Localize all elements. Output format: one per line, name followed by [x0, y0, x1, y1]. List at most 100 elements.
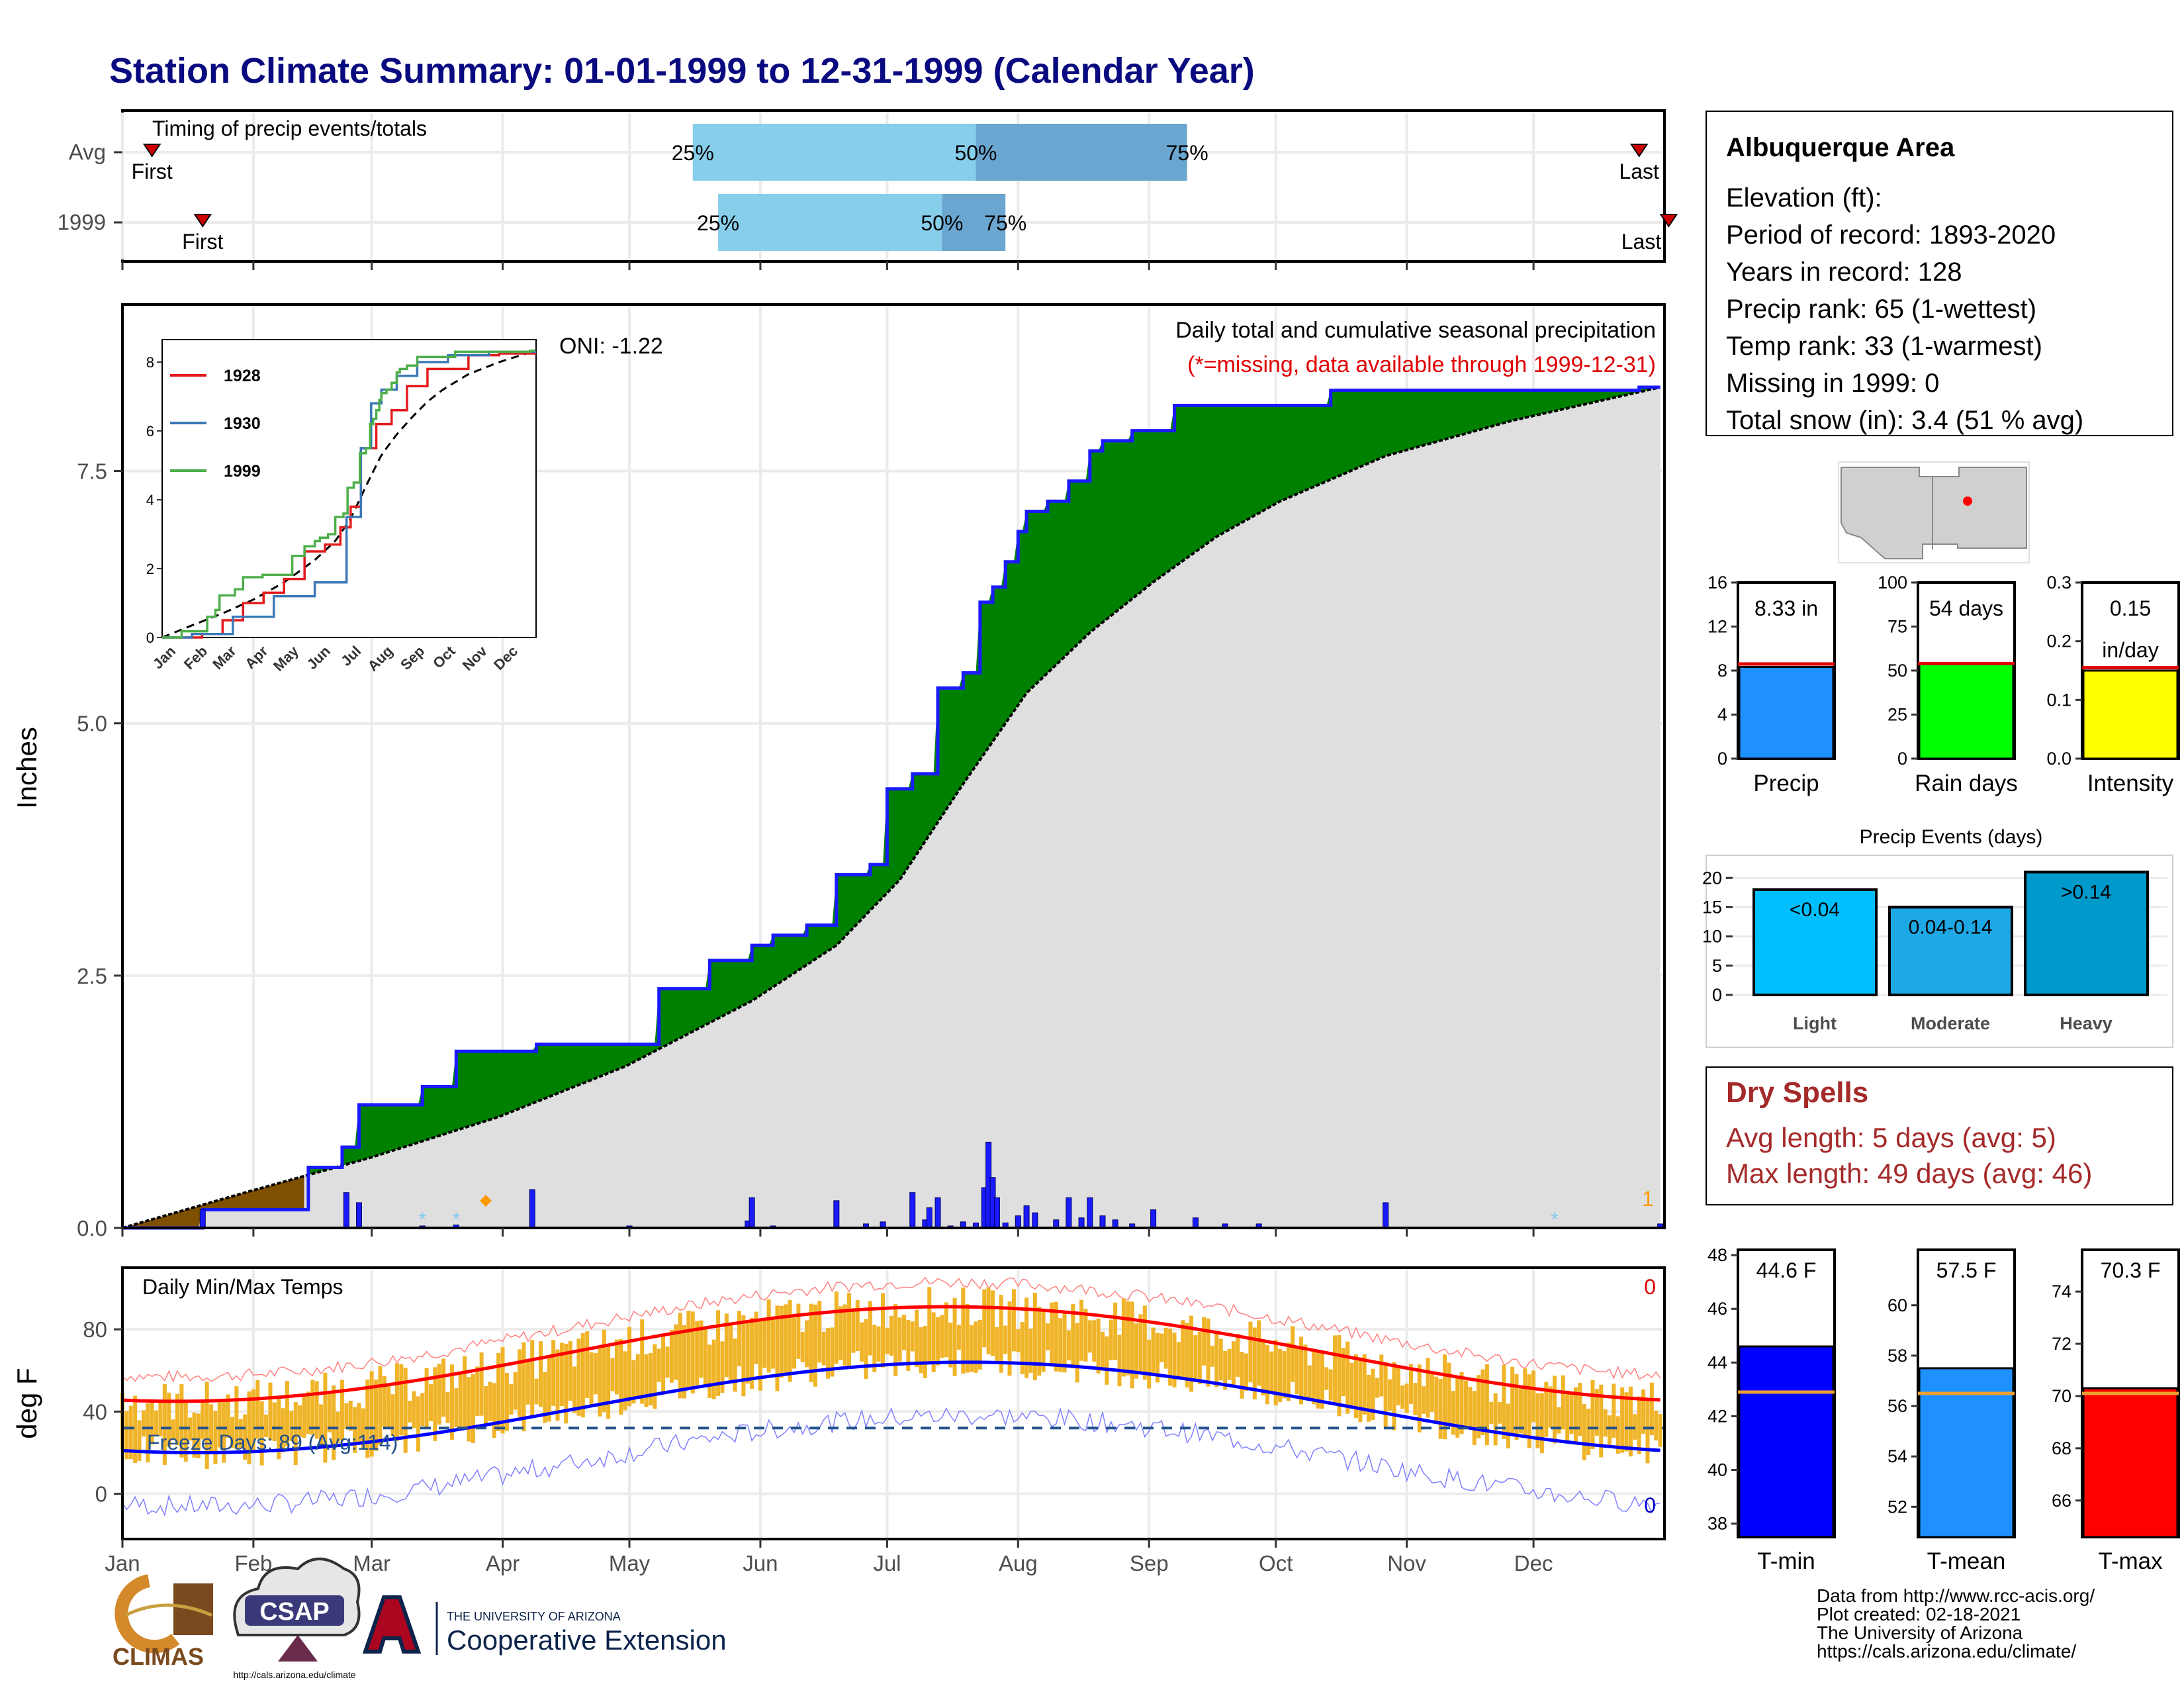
daily-temp-range-bar [1193, 1335, 1198, 1383]
timing-title: Timing of precip events/totals [152, 117, 427, 140]
last-event-label: Last [1619, 160, 1659, 183]
daily-temp-range-bar [547, 1356, 551, 1422]
daily-temp-range-bar [864, 1319, 868, 1380]
daily-temp-range-bar [754, 1311, 758, 1364]
events-bar-value: >0.14 [2061, 881, 2111, 903]
daily-temp-range-bar [471, 1374, 475, 1444]
tempbar-category-label: T-max [2098, 1548, 2163, 1574]
daily-temp-range-bar [872, 1325, 877, 1372]
daily-temp-range-bar [733, 1338, 737, 1392]
csap-mountain [278, 1635, 318, 1662]
daily-temp-range-bar [1236, 1333, 1240, 1377]
tempbar-tick-label: 70 [2052, 1386, 2071, 1406]
precip-events-chart: Precip Events (days) 0 5 10 15 20 <0.04 Light 0… [1702, 826, 2173, 1048]
daily-temp-range-bar [1544, 1382, 1549, 1437]
daily-temp-range-bar [956, 1325, 961, 1350]
daily-temp-range-bar [1007, 1301, 1012, 1376]
daily-temp-range-bar [974, 1321, 978, 1373]
timing-percentile-label: 25% [697, 211, 739, 235]
daily-temp-range-bar [1028, 1329, 1033, 1373]
daily-temp-range-bar [264, 1414, 269, 1437]
climas-logo-arc [114, 1574, 180, 1654]
tempbar-category-label: T-min [1757, 1548, 1815, 1574]
events-bar-value: <0.04 [1790, 899, 1840, 921]
daily-temp-range-bar [488, 1382, 492, 1421]
precip-cumulative-line [122, 385, 1661, 1230]
daily-precip-bar [1032, 1212, 1038, 1229]
daily-temp-range-bar [1379, 1354, 1384, 1397]
daily-temp-range-bar [167, 1392, 171, 1447]
timing-bar-50-75 [942, 194, 1006, 251]
daily-temp-range-bar [518, 1349, 522, 1417]
daily-temp-range-bar [1523, 1368, 1527, 1436]
daily-temp-range-bar [1531, 1370, 1536, 1423]
daily-temp-range-bar [623, 1351, 627, 1411]
daily-temp-range-bar [610, 1358, 615, 1391]
daily-temp-range-bar [479, 1352, 484, 1416]
daily-temp-range-bar [306, 1391, 310, 1434]
daily-temp-range-bar [1628, 1386, 1633, 1457]
daily-temp-range-bar [551, 1340, 556, 1406]
daily-temp-range-bar [665, 1346, 670, 1378]
timing-percentile-label: 50% [921, 211, 963, 235]
daily-precip-bar [926, 1207, 933, 1229]
timing-percentile-label: 75% [984, 211, 1026, 235]
daily-temp-range-bar [251, 1389, 255, 1452]
daily-temp-range-bar [1113, 1302, 1118, 1360]
daily-temp-range-bar [1011, 1289, 1016, 1352]
daily-temp-range-bar [720, 1341, 725, 1393]
daily-temp-range-bar [585, 1331, 590, 1398]
daily-temp-range-bar [1295, 1346, 1299, 1395]
daily-precip-bar [1099, 1215, 1106, 1229]
daily-temp-range-bar [1248, 1321, 1253, 1383]
average-max-temp-line [122, 1305, 1661, 1403]
month-label: Mar [353, 1551, 390, 1575]
daily-temp-range-bar [1417, 1364, 1422, 1432]
daily-temp-range-bar [657, 1348, 661, 1382]
daily-temp-range-bar [1269, 1351, 1274, 1392]
last-event-marker-icon [1629, 144, 1649, 158]
daily-temp-range-bar [1383, 1362, 1388, 1429]
tempbar-tick-label: 66 [2052, 1491, 2071, 1511]
tempbar-value-bar [1738, 1345, 1835, 1538]
daily-temp-range-bar [1510, 1366, 1515, 1436]
daily-temp-range-bar [906, 1319, 911, 1371]
daily-temp-range-bar [1312, 1349, 1316, 1405]
daily-temp-range-bar [1092, 1320, 1097, 1362]
month-label: May [609, 1551, 651, 1575]
daily-temp-range-bar [1594, 1389, 1599, 1436]
daily-temp-range-bar [940, 1315, 944, 1358]
timing-row-label-year: 1999 [58, 210, 106, 234]
events-tick-label: 15 [1702, 897, 1722, 917]
daily-temp-range-bar [1358, 1357, 1363, 1423]
daily-temp-range-bar [1079, 1299, 1084, 1361]
daily-temp-range-bar [285, 1381, 289, 1446]
daily-temp-range-bar [1620, 1387, 1625, 1453]
daily-temp-range-bar [492, 1383, 496, 1438]
daily-temp-range-bar [1160, 1333, 1164, 1362]
daily-temp-range-bar [1341, 1348, 1345, 1397]
precip-panel: * * * 0.0 2.5 5.0 7.5 Inches Daily total and … [11, 303, 1666, 1241]
tempbar-value-label: 70.3 F [2101, 1258, 2161, 1282]
minibar-value-label: 0.15 [2110, 596, 2151, 620]
daily-precip-bar [833, 1200, 840, 1229]
info-line-period: Period of record: 1893-2020 [1726, 220, 2056, 250]
month-label: Sep [1130, 1551, 1169, 1575]
daily-temp-range-bar [217, 1401, 222, 1448]
daily-temp-range-bar [1502, 1364, 1506, 1439]
credit-line-4: https://cals.arizona.edu/climate/ [1817, 1641, 2076, 1662]
credit-line-3: The University of Arizona [1817, 1622, 2023, 1643]
daily-temp-range-bar [1083, 1309, 1088, 1362]
daily-temp-range-bar [1434, 1376, 1439, 1425]
info-line-years: Years in record: 128 [1726, 258, 1962, 287]
daily-temp-range-bar [792, 1317, 796, 1369]
precip-y-tick-label: 7.5 [77, 459, 107, 484]
station-location-dot [1963, 496, 1972, 506]
daily-temp-range-bar [1050, 1302, 1054, 1367]
daily-temp-range-bar [390, 1394, 395, 1436]
tempbar-category-label: T-mean [1927, 1548, 2006, 1574]
daily-temp-range-bar [1349, 1362, 1354, 1407]
inset-y-tick-label: 6 [146, 423, 154, 440]
precip-y-axis-label: Inches [11, 727, 42, 809]
temp-panel-frame [121, 1266, 1666, 1540]
